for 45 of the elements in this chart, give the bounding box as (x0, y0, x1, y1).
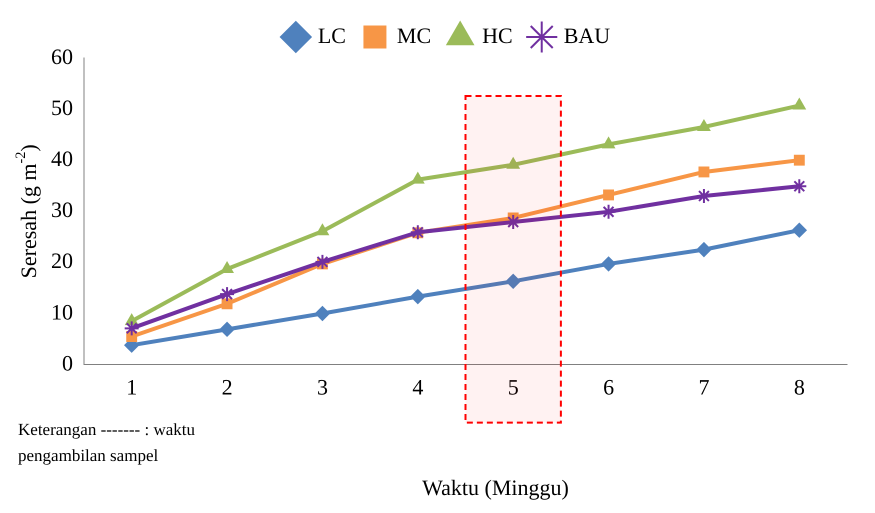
y-tick-label: 0 (62, 350, 73, 376)
x-tick-label: 6 (603, 374, 614, 400)
y-tick-label: 30 (51, 197, 73, 222)
point (792, 98, 806, 110)
x-tick-label: 8 (794, 374, 805, 400)
point (219, 286, 236, 302)
legend-label: LC (318, 22, 346, 48)
point (410, 289, 426, 304)
x-tick-label: 7 (698, 374, 710, 400)
point (220, 262, 234, 274)
point (506, 274, 521, 289)
y-tick-label: 50 (51, 94, 73, 120)
point (220, 322, 235, 337)
y-axis-title: Seresah (g m-2) (12, 144, 41, 278)
x-tick-label: 3 (316, 374, 328, 400)
point (222, 298, 233, 310)
point (601, 256, 616, 272)
legend-label: MC (396, 22, 432, 48)
y-tick-label: 10 (51, 299, 73, 324)
point (411, 172, 424, 184)
point (603, 190, 614, 200)
text: Keterangan ------- : waktu pengambilan sampel (18, 420, 196, 466)
point (696, 242, 712, 258)
x-tick-label: 4 (412, 374, 424, 400)
x-axis-title: Waktu (Minggu) (422, 474, 569, 500)
point (314, 306, 330, 321)
legend-label: BAU (564, 22, 610, 48)
y-tick-label: 40 (51, 146, 73, 171)
point (316, 224, 329, 236)
legend-label: HC (482, 22, 513, 48)
point (506, 157, 520, 169)
x-tick-label: 2 (222, 374, 233, 400)
x-tick-label: 5 (508, 374, 519, 400)
point (602, 136, 616, 148)
point (697, 119, 710, 131)
point (124, 320, 140, 336)
y-tick-label: 60 (51, 44, 73, 69)
x-tick-label: 1 (126, 374, 138, 400)
point (696, 188, 712, 204)
point (314, 254, 330, 270)
point (600, 204, 617, 220)
y-tick-label: 20 (51, 248, 73, 274)
point (698, 166, 710, 178)
point (792, 222, 807, 238)
point (794, 154, 805, 166)
